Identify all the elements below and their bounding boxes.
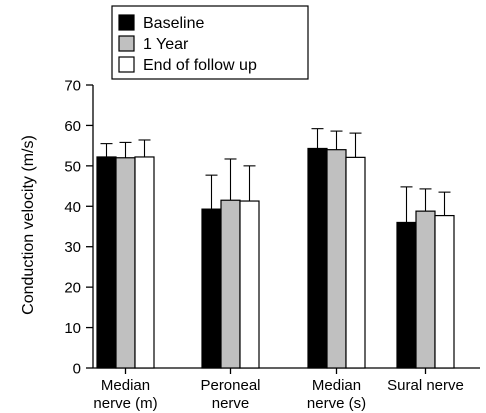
bar <box>201 208 222 369</box>
x-tick-label: Peroneal <box>200 377 260 394</box>
legend-frame <box>111 5 309 80</box>
x-tick-label: Median <box>312 377 361 394</box>
y-tick-label: 60 <box>64 118 81 135</box>
x-tick-label-line2: nerve (m) <box>93 395 157 412</box>
legend-label: 1 Year <box>143 36 189 53</box>
bar <box>396 221 417 369</box>
bar <box>326 149 347 369</box>
y-tick-label: 10 <box>64 320 81 337</box>
bars <box>96 128 455 369</box>
bar <box>96 156 117 369</box>
x-tick-label-line2: nerve <box>212 395 250 412</box>
bar <box>345 156 366 369</box>
bar <box>415 210 436 369</box>
y-tick-label: 70 <box>64 78 81 95</box>
x-tick-label: Sural nerve <box>387 377 464 394</box>
legend-label: End of follow up <box>143 57 257 74</box>
bar <box>220 199 241 369</box>
legend-swatch <box>118 35 135 52</box>
y-tick-label: 50 <box>64 158 81 175</box>
x-tick-label: Median <box>101 377 150 394</box>
x-tick-label-line2: nerve (s) <box>307 395 366 412</box>
bar <box>134 156 155 369</box>
y-tick-label: 20 <box>64 280 81 297</box>
y-tick-label: 40 <box>64 199 81 216</box>
bar <box>115 157 136 369</box>
bar <box>239 200 260 369</box>
legend-swatch <box>118 56 135 73</box>
legend-label: Baseline <box>143 15 204 32</box>
y-tick-label: 0 <box>73 361 81 378</box>
y-axis-label: Conduction velocity (m/s) <box>20 135 37 315</box>
legend: Baseline 1 Year End of follow up <box>111 5 309 80</box>
legend-swatch <box>118 14 135 31</box>
bar <box>434 214 455 369</box>
y-tick-label: 30 <box>64 239 81 256</box>
bar <box>307 147 328 369</box>
